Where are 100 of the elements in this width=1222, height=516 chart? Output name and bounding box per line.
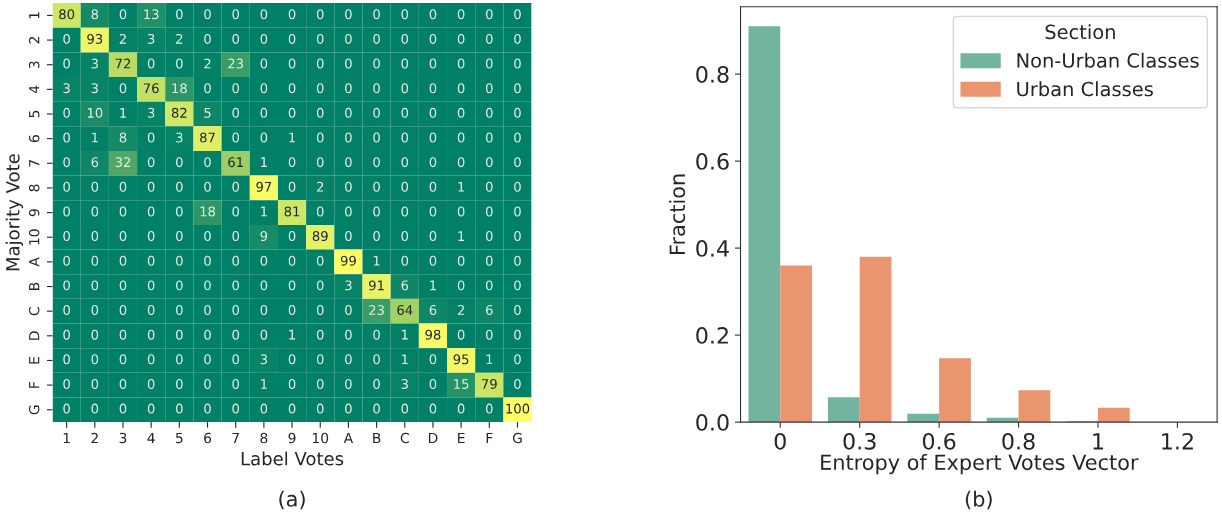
data-label: 0 xyxy=(485,206,493,217)
data-label: 0 xyxy=(288,157,296,168)
y-tick-label: 5 xyxy=(29,110,40,118)
data-label: 0 xyxy=(373,58,380,69)
data-label: 0 xyxy=(63,280,70,291)
data-label: 0 xyxy=(485,231,493,242)
data-label: 0 xyxy=(119,206,127,217)
data-label: 0 xyxy=(514,280,521,291)
data-label: 0 xyxy=(316,9,324,20)
legend-title: Section xyxy=(1045,24,1115,40)
data-label: 0 xyxy=(401,33,409,44)
data-label: 0 xyxy=(485,255,493,266)
data-label: 0 xyxy=(514,255,521,266)
data-label: 0 xyxy=(63,206,70,217)
data-label: 8 xyxy=(91,9,99,20)
data-label: 0 xyxy=(401,157,409,168)
data-label: 0 xyxy=(457,280,465,291)
data-label: 3 xyxy=(345,280,352,291)
data-label: 1 xyxy=(261,206,267,217)
data-label: 1 xyxy=(402,354,408,365)
data-label: 0 xyxy=(288,378,296,389)
data-label: 0 xyxy=(119,329,127,340)
data-label: 0 xyxy=(514,181,521,192)
data-label: 0 xyxy=(176,280,183,291)
data-label: 0 xyxy=(232,403,240,414)
data-label: 0 xyxy=(119,403,127,414)
data-label: 0 xyxy=(429,181,437,192)
data-label: 0 xyxy=(429,58,437,69)
data-label: 0 xyxy=(373,403,380,414)
data-label: 0 xyxy=(485,107,493,118)
y-tick-label: 0.8 xyxy=(696,66,729,83)
data-label: 0 xyxy=(316,354,324,365)
data-label: 0 xyxy=(485,329,493,340)
data-label: 0 xyxy=(457,132,465,143)
data-label: 0 xyxy=(63,107,70,118)
data-label: 0 xyxy=(457,33,465,44)
data-label: 1 xyxy=(289,132,296,143)
data-label: 0 xyxy=(232,305,240,316)
data-label: 0 xyxy=(345,83,352,94)
data-label: 0 xyxy=(401,255,409,266)
data-label: 0 xyxy=(147,132,155,143)
data-label: 0 xyxy=(345,181,352,192)
x-tick-label: 3 xyxy=(119,432,127,444)
data-label: 0 xyxy=(288,280,296,291)
data-label: 0 xyxy=(373,231,380,242)
data-label: 89 xyxy=(312,231,328,242)
text: (b) xyxy=(965,490,992,510)
data-label: 0 xyxy=(514,329,521,340)
data-label: 0 xyxy=(260,255,268,266)
data-label: 0 xyxy=(260,132,268,143)
data-label: 0 xyxy=(345,107,352,118)
data-label: 0 xyxy=(204,378,211,389)
data-label: 0 xyxy=(316,58,324,69)
data-label: 0 xyxy=(260,9,268,20)
text: (a) xyxy=(279,490,305,510)
data-label: 3 xyxy=(91,83,98,94)
data-label: 0 xyxy=(119,83,127,94)
y-tick-label: 1 xyxy=(29,12,40,19)
data-label: 0 xyxy=(204,33,211,44)
y-tick-label: 0.4 xyxy=(696,240,729,257)
data-label: 0 xyxy=(345,329,352,340)
data-label: 0 xyxy=(176,329,183,340)
data-label: 0 xyxy=(260,329,268,340)
data-label: 0 xyxy=(204,354,211,365)
data-label: 0 xyxy=(91,305,99,316)
x-tick-label: A xyxy=(343,432,354,444)
data-label: 0 xyxy=(63,255,70,266)
data-label: 0 xyxy=(147,354,155,365)
data-label: 81 xyxy=(284,206,300,217)
y-tick-label: 9 xyxy=(28,209,40,217)
data-label: 0 xyxy=(457,403,465,414)
x-tick-label: D xyxy=(428,432,438,444)
data-label: 0 xyxy=(91,255,99,266)
data-label: 0 xyxy=(373,181,380,192)
x-tick-label: G xyxy=(512,432,522,444)
data-label: 0 xyxy=(147,231,155,242)
x-tick-label: 2 xyxy=(91,432,98,444)
data-label: 0 xyxy=(119,280,127,291)
data-label: 0 xyxy=(176,255,183,266)
data-label: 0 xyxy=(485,33,493,44)
data-label: 0 xyxy=(485,181,493,192)
x-tick-label: 0.6 xyxy=(922,432,956,450)
data-label: 0 xyxy=(401,58,409,69)
x-tick-label: 1.2 xyxy=(1162,432,1193,450)
data-label: 0 xyxy=(204,181,211,192)
data-label: 0 xyxy=(401,132,409,143)
data-label: 0 xyxy=(119,378,127,389)
data-label: 3 xyxy=(147,107,155,118)
data-label: 0 xyxy=(457,329,465,340)
data-label: 0 xyxy=(288,305,296,316)
data-label: 18 xyxy=(200,206,216,217)
data-label: 99 xyxy=(340,255,356,266)
y-tick-label: 2 xyxy=(28,37,40,44)
data-label: 0 xyxy=(176,305,183,316)
legend-label: Non-Urban Classes xyxy=(1017,52,1199,68)
data-label: 0 xyxy=(316,255,324,266)
data-label: 13 xyxy=(144,9,159,20)
data-label: 0 xyxy=(119,305,127,316)
legend-label: Urban Classes xyxy=(1017,81,1153,97)
data-label: 0 xyxy=(63,33,70,44)
